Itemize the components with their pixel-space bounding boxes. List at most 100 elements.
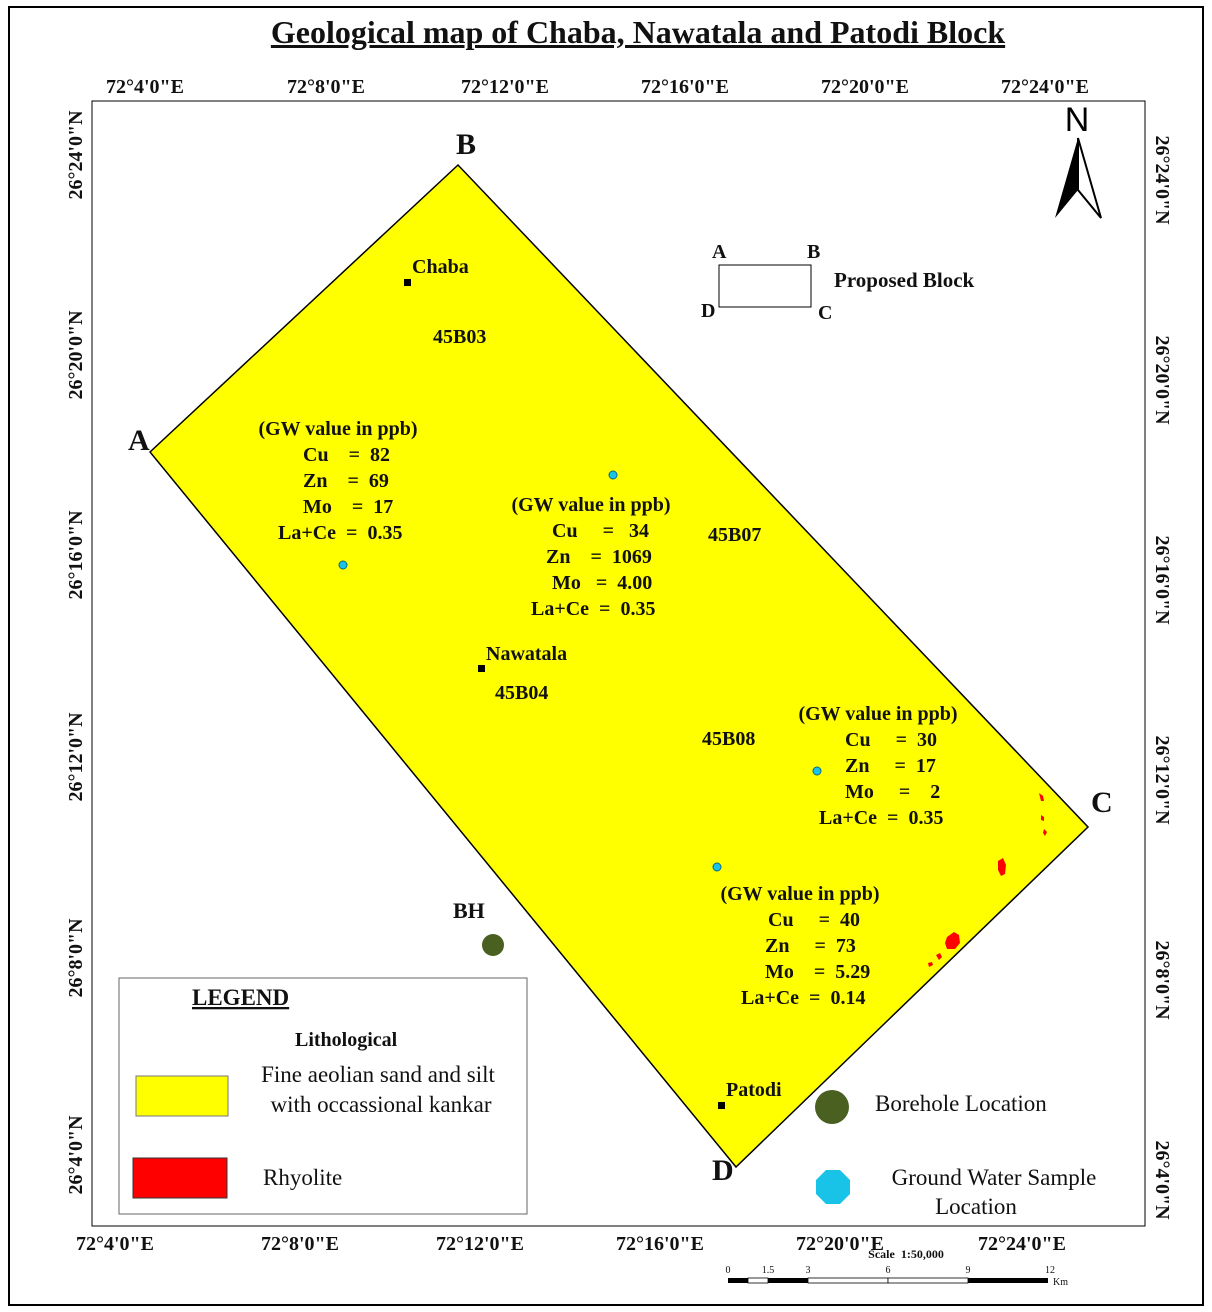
lon-tick-top: 72°24'0"E (1001, 76, 1089, 98)
lat-tick-left: 26°8'0"N (65, 918, 87, 998)
gw-zn: Zn = 69 (303, 470, 389, 492)
gw-lace: La+Ce = 0.14 (741, 987, 865, 1009)
legend-gw-line2: Location (935, 1194, 1017, 1219)
scale-segment (728, 1278, 748, 1283)
longitude-ticks-bottom: 72°4'0"E 72°8'0"E 72°12'0"E 72°16'0"E 72… (76, 1233, 1066, 1255)
inset-corner-b: B (807, 241, 820, 263)
rhyolite-outcrop (928, 962, 933, 967)
toposheet-label: 45B07 (708, 524, 761, 546)
gw-cu: Cu = 34 (552, 520, 649, 542)
village-label-patodi: Patodi (726, 1079, 782, 1101)
scale-segment (807, 1277, 889, 1284)
lon-tick-top: 72°4'0"E (106, 76, 184, 98)
toposheet-label: 45B03 (433, 326, 486, 348)
north-letter: N (1065, 101, 1090, 139)
gw-zn: Zn = 1069 (546, 546, 652, 568)
scale-segment (747, 1277, 769, 1284)
lon-tick-bottom: 72°12'0"E (436, 1233, 524, 1255)
rhyolite-outcrop (945, 932, 960, 949)
map-title: Geological map of Chaba, Nawatala and Pa… (270, 14, 1006, 50)
toposheet-label: 45B04 (495, 682, 548, 704)
corner-label-d: D (712, 1154, 734, 1187)
scale-bar: Scale 1:50,000 0 1.5 3 6 9 12 Km (726, 1247, 1069, 1288)
legend-title: LEGEND (192, 985, 289, 1010)
lat-tick-left: 26°24'0"N (65, 110, 87, 200)
gw-sample-point (608, 470, 618, 480)
rhyolite-outcrop (1043, 829, 1047, 836)
gw-annotation-2: (GW value in ppb) Cu = 34 Zn = 1069 Mo =… (511, 494, 670, 620)
lon-tick-bottom: 72°24'0"E (978, 1233, 1066, 1255)
borehole-label: BH (453, 898, 485, 923)
legend-borehole-label: Borehole Location (875, 1091, 1047, 1116)
village-label-chaba: Chaba (412, 256, 469, 278)
legend-subtitle: Lithological (295, 1029, 398, 1051)
legend-swatch-sand (135, 1075, 229, 1117)
gw-sample-point (338, 560, 348, 570)
rhyolite-outcrop (936, 953, 942, 960)
corner-label-b: B (456, 128, 476, 161)
gw-cu: Cu = 40 (768, 909, 860, 931)
scale-tick: 12 (1045, 1265, 1055, 1276)
lon-tick-top: 72°12'0"E (461, 76, 549, 98)
legend-sand-line1: Fine aeolian sand and silt (261, 1062, 495, 1087)
rhyolite-outcrop (1041, 815, 1044, 821)
corner-label-a: A (128, 424, 150, 457)
rhyolite-outcrop (998, 858, 1006, 876)
legend-sand-line2: with occassional kankar (271, 1092, 492, 1117)
proposed-block-label: Proposed Block (834, 268, 975, 292)
gw-mo: Mo = 4.00 (552, 572, 652, 594)
map-neatline (91, 100, 1146, 1227)
gw-annotation-3: (GW value in ppb) Cu = 30 Zn = 17 Mo = 2… (798, 703, 957, 829)
scale-tick: 0 (726, 1265, 731, 1276)
proposed-block-inset: A B C D Proposed Block (701, 241, 975, 324)
inset-corner-d: D (701, 300, 715, 322)
north-arrow-icon (1077, 137, 1102, 219)
gw-cu: Cu = 30 (845, 729, 937, 751)
gw-heading: (GW value in ppb) (720, 883, 879, 905)
legend-borehole-icon (815, 1090, 849, 1124)
north-arrow: N (1055, 101, 1102, 219)
legend-rhyolite: Rhyolite (263, 1165, 342, 1190)
scale-label: Scale 1:50,000 (868, 1247, 944, 1261)
corner-label-c: C (1091, 786, 1113, 819)
lat-tick-left: 26°16'0"N (65, 510, 87, 600)
village-marker-chaba (404, 279, 411, 286)
rhyolite-outcrops (928, 793, 1047, 967)
gw-heading: (GW value in ppb) (258, 418, 417, 440)
lat-tick-left: 26°20'0"N (65, 310, 87, 400)
gw-cu: Cu = 82 (303, 444, 390, 466)
proposed-block-rect (718, 264, 812, 308)
village-marker-patodi (718, 1102, 725, 1109)
rhyolite-outcrop (1039, 793, 1044, 801)
lat-tick-right: 26°12'0"N (1151, 735, 1173, 825)
gw-lace: La+Ce = 0.35 (278, 522, 402, 544)
scale-segment (968, 1278, 1048, 1283)
gw-sample-point (712, 862, 722, 872)
longitude-ticks-top: 72°4'0"E 72°8'0"E 72°12'0"E 72°16'0"E 72… (106, 76, 1089, 98)
study-block-polygon (148, 163, 1090, 1169)
lon-tick-bottom: 72°4'0"E (76, 1233, 154, 1255)
gw-zn: Zn = 17 (845, 755, 936, 777)
toposheet-label: 45B08 (702, 728, 755, 750)
borehole-marker (482, 934, 504, 956)
lat-tick-left: 26°12'0"N (65, 712, 87, 802)
scale-unit: Km (1053, 1277, 1068, 1288)
lon-tick-top: 72°8'0"E (287, 76, 365, 98)
inset-corner-a: A (712, 241, 727, 263)
lat-tick-right: 26°8'0"N (1151, 940, 1173, 1020)
scale-tick: 6 (886, 1265, 891, 1276)
lat-tick-right: 26°24'0"N (1151, 135, 1173, 225)
legend-gw-line1: Ground Water Sample (892, 1165, 1097, 1190)
lat-tick-left: 26°4'0"N (65, 1115, 87, 1195)
gw-annotation-4: (GW value in ppb) Cu = 40 Zn = 73 Mo = 5… (720, 883, 879, 1009)
map-frame (8, 6, 1204, 1306)
gw-annotation-1: (GW value in ppb) Cu = 82 Zn = 69 Mo = 1… (258, 418, 417, 544)
legend-gw-icon (816, 1170, 850, 1204)
gw-sample-point (812, 766, 822, 776)
latitude-ticks-right: 26°24'0"N 26°20'0"N 26°16'0"N 26°12'0"N … (1151, 135, 1173, 1220)
latitude-ticks-left: 26°24'0"N 26°20'0"N 26°16'0"N 26°12'0"N … (65, 110, 87, 1195)
lat-tick-right: 26°4'0"N (1151, 1140, 1173, 1220)
gw-mo: Mo = 2 (845, 781, 940, 803)
gw-heading: (GW value in ppb) (511, 494, 670, 516)
